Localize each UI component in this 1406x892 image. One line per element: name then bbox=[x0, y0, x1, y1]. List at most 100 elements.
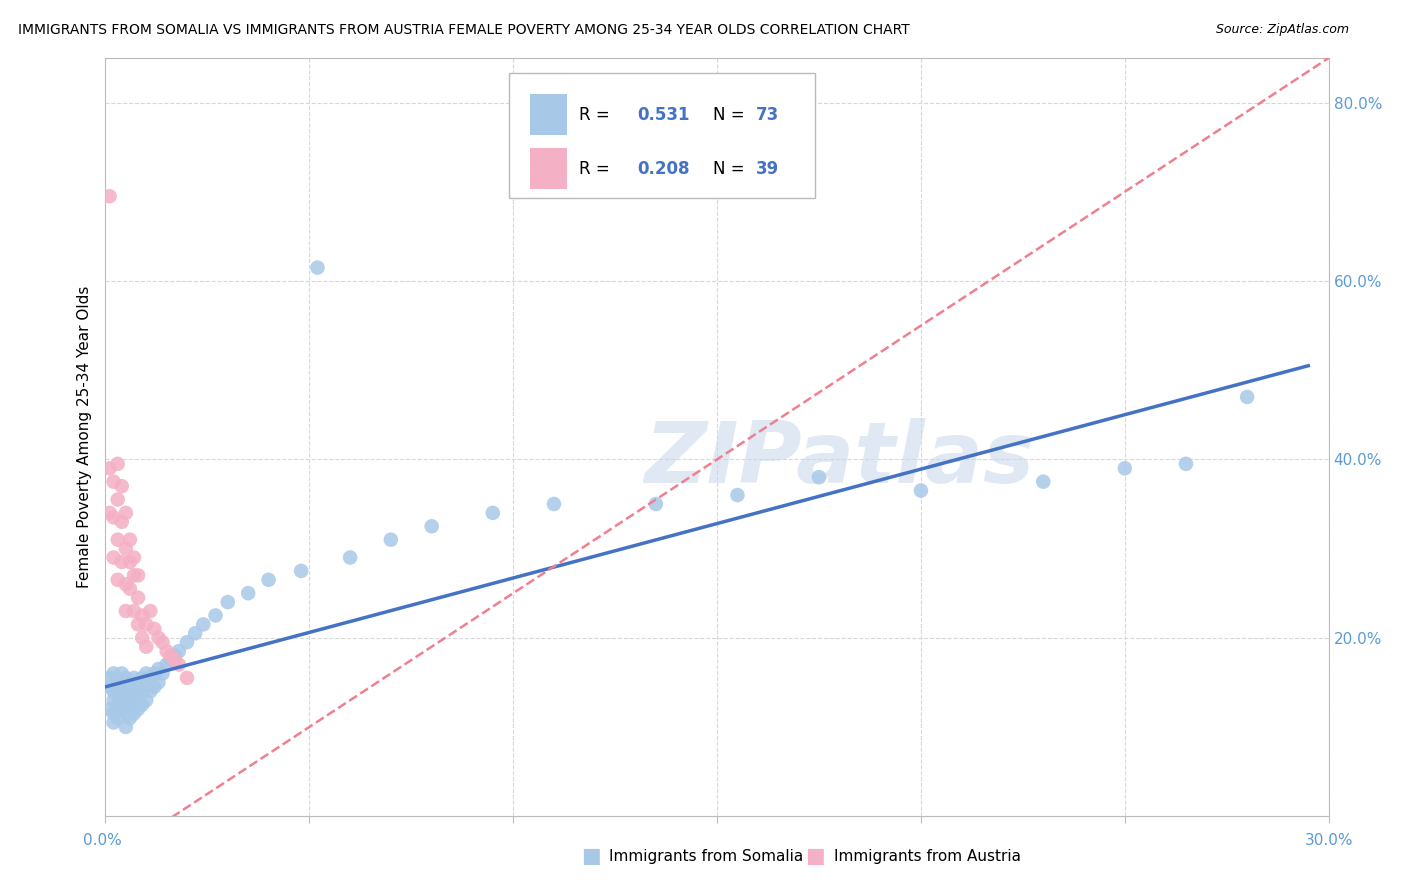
Point bbox=[159, 648, 181, 663]
Text: ■: ■ bbox=[806, 847, 825, 866]
Text: Source: ZipAtlas.com: Source: ZipAtlas.com bbox=[1216, 23, 1350, 37]
Point bbox=[122, 706, 145, 721]
Point bbox=[107, 711, 129, 725]
Point bbox=[131, 671, 153, 685]
Point bbox=[103, 666, 125, 681]
Point bbox=[111, 693, 134, 707]
Point bbox=[122, 550, 145, 565]
Point bbox=[127, 675, 149, 690]
Point bbox=[103, 510, 125, 524]
Text: 30.0%: 30.0% bbox=[1305, 833, 1353, 847]
Point bbox=[115, 541, 138, 556]
Point bbox=[307, 260, 329, 275]
Point bbox=[118, 702, 141, 716]
Point bbox=[115, 506, 138, 520]
Point bbox=[163, 653, 186, 667]
Point bbox=[98, 680, 121, 694]
Point bbox=[135, 680, 157, 694]
Bar bbox=[530, 148, 567, 189]
Point bbox=[111, 555, 134, 569]
Point bbox=[115, 680, 138, 694]
Point bbox=[152, 666, 174, 681]
Point bbox=[148, 675, 170, 690]
Point bbox=[1032, 475, 1054, 489]
Point bbox=[204, 608, 226, 623]
Point bbox=[115, 577, 138, 591]
Text: R =: R = bbox=[579, 105, 614, 123]
Point bbox=[122, 568, 145, 582]
Text: Immigrants from Austria: Immigrants from Austria bbox=[834, 849, 1021, 863]
Text: R =: R = bbox=[579, 160, 614, 178]
Point bbox=[118, 555, 141, 569]
Point bbox=[131, 608, 153, 623]
Point bbox=[135, 693, 157, 707]
Point bbox=[139, 604, 162, 618]
Text: 0.531: 0.531 bbox=[637, 105, 690, 123]
Point bbox=[176, 635, 198, 649]
Point bbox=[115, 698, 138, 712]
Text: IMMIGRANTS FROM SOMALIA VS IMMIGRANTS FROM AUSTRIA FEMALE POVERTY AMONG 25-34 YE: IMMIGRANTS FROM SOMALIA VS IMMIGRANTS FR… bbox=[18, 23, 910, 37]
Point bbox=[910, 483, 932, 498]
Point bbox=[111, 666, 134, 681]
Point bbox=[127, 617, 149, 632]
Point bbox=[155, 644, 177, 658]
Point bbox=[420, 519, 443, 533]
Y-axis label: Female Poverty Among 25-34 Year Olds: Female Poverty Among 25-34 Year Olds bbox=[76, 286, 91, 588]
Point bbox=[115, 671, 138, 685]
Point bbox=[118, 711, 141, 725]
Point bbox=[118, 533, 141, 547]
Point bbox=[115, 720, 138, 734]
Text: 73: 73 bbox=[756, 105, 779, 123]
Point bbox=[807, 470, 830, 484]
Text: 0.208: 0.208 bbox=[637, 160, 690, 178]
Point bbox=[380, 533, 402, 547]
Point bbox=[131, 684, 153, 698]
Text: ZIPatlas: ZIPatlas bbox=[644, 418, 1035, 501]
Point bbox=[148, 662, 170, 676]
Point bbox=[107, 698, 129, 712]
Point bbox=[98, 506, 121, 520]
Point bbox=[103, 715, 125, 730]
Point bbox=[1236, 390, 1258, 404]
Point bbox=[236, 586, 259, 600]
Point bbox=[143, 666, 166, 681]
Point bbox=[167, 657, 190, 672]
Point bbox=[127, 568, 149, 582]
Point bbox=[107, 573, 129, 587]
Text: 0.0%: 0.0% bbox=[83, 833, 122, 847]
Point bbox=[543, 497, 565, 511]
Point bbox=[143, 622, 166, 636]
Point bbox=[148, 631, 170, 645]
Point bbox=[98, 461, 121, 475]
Point bbox=[127, 689, 149, 703]
Point bbox=[257, 573, 280, 587]
FancyBboxPatch shape bbox=[509, 73, 815, 198]
Point bbox=[159, 653, 181, 667]
Point bbox=[115, 706, 138, 721]
Text: N =: N = bbox=[713, 105, 751, 123]
Point bbox=[111, 479, 134, 493]
Point bbox=[107, 457, 129, 471]
Point bbox=[217, 595, 239, 609]
Point bbox=[115, 604, 138, 618]
Point bbox=[481, 506, 503, 520]
Point bbox=[107, 689, 129, 703]
Point bbox=[98, 189, 121, 203]
Point bbox=[98, 702, 121, 716]
Point bbox=[111, 702, 134, 716]
Point bbox=[131, 631, 153, 645]
Point bbox=[107, 680, 129, 694]
Point bbox=[115, 689, 138, 703]
Point bbox=[118, 582, 141, 596]
Point bbox=[644, 497, 668, 511]
Point bbox=[163, 648, 186, 663]
Point bbox=[118, 693, 141, 707]
Point bbox=[122, 604, 145, 618]
Point bbox=[107, 492, 129, 507]
Point bbox=[135, 666, 157, 681]
Point bbox=[98, 671, 121, 685]
Point bbox=[139, 671, 162, 685]
Point bbox=[131, 698, 153, 712]
Text: 39: 39 bbox=[756, 160, 779, 178]
Point bbox=[103, 684, 125, 698]
